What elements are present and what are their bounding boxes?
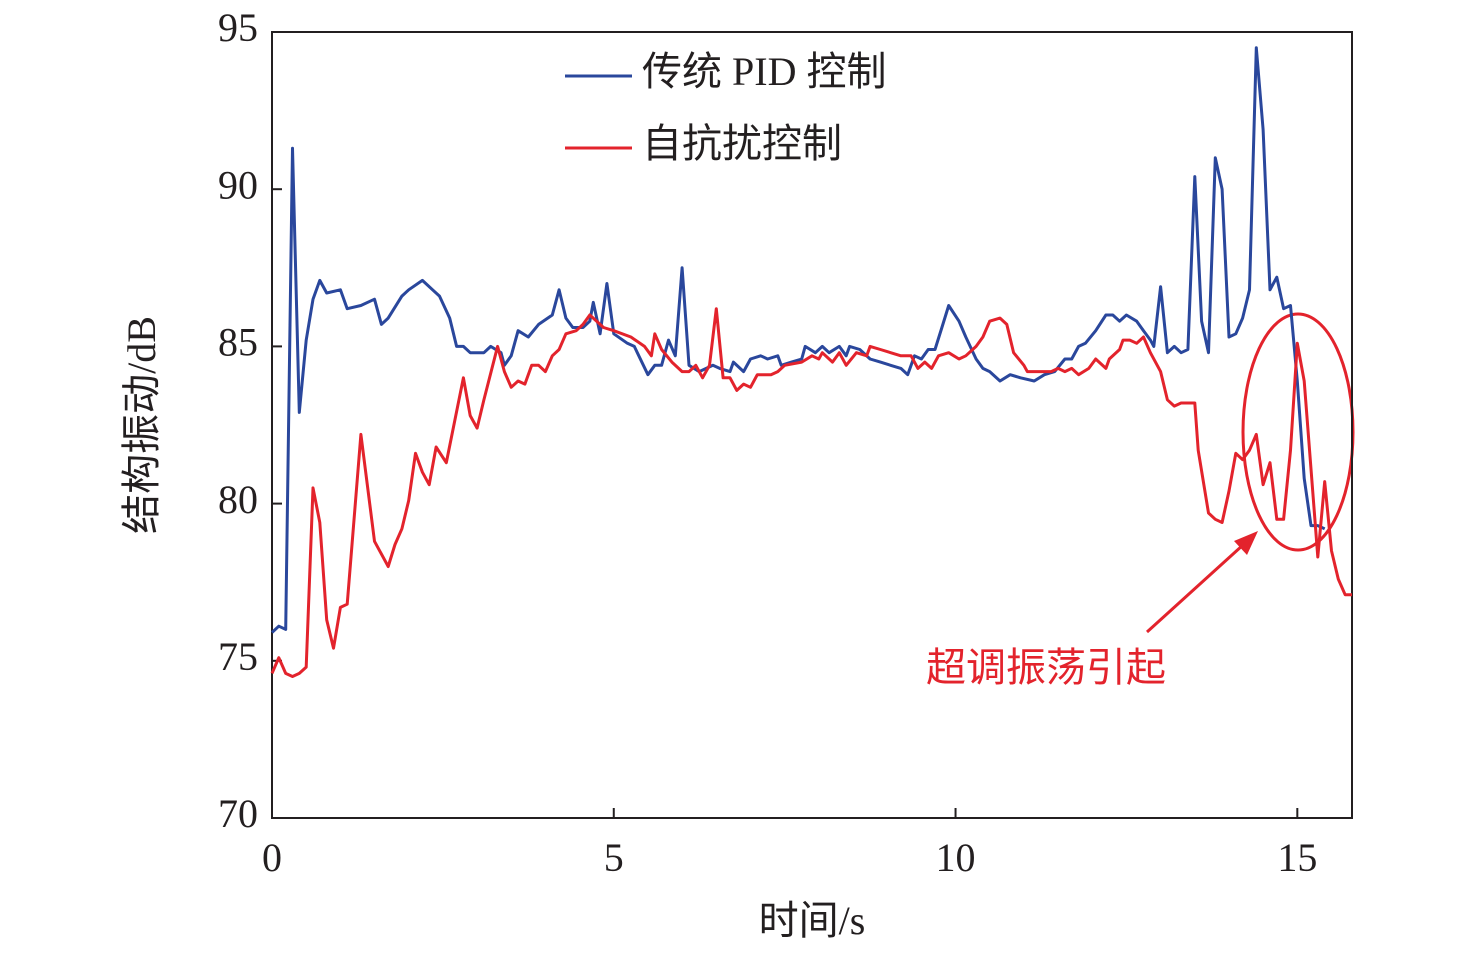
data-line <box>270 46 1326 634</box>
data-line <box>270 307 1352 678</box>
y-axis-title: 结构振动/dB <box>119 316 164 534</box>
annotation: 超调振荡引起 <box>926 645 1166 690</box>
y-tick-label: 80 <box>218 477 258 522</box>
legend-label: 自抗扰控制 <box>642 121 842 166</box>
x-tick-label: 10 <box>936 835 976 880</box>
y-tick-label: 90 <box>218 162 258 207</box>
legend-label: 传统 PID 控制 <box>642 49 886 94</box>
arrow-head <box>1234 531 1258 555</box>
x-axis-title: 时间/s <box>759 898 866 943</box>
x-tick-label: 5 <box>604 835 624 880</box>
y-tick-label: 75 <box>218 634 258 679</box>
x-tick-label: 0 <box>262 835 282 880</box>
annotation-arrow <box>1145 543 1245 634</box>
x-tick-label: 15 <box>1277 835 1317 880</box>
y-tick-label: 95 <box>218 5 258 50</box>
y-tick-label: 85 <box>218 320 258 365</box>
plot-frame <box>271 31 1353 819</box>
y-tick-label: 70 <box>218 791 258 836</box>
